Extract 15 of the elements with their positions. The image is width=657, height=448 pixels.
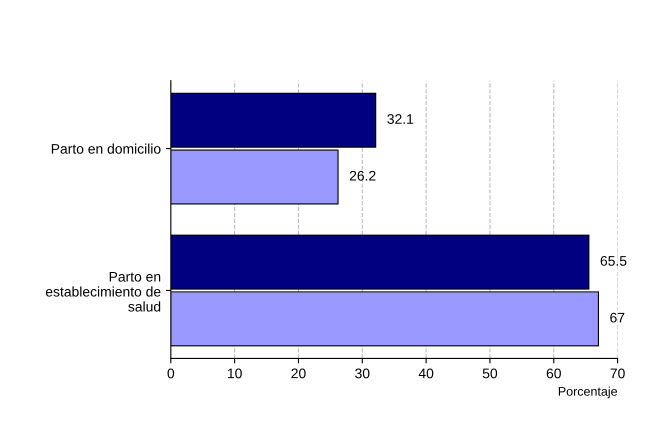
x-tick-label: 20 [291, 368, 306, 378]
x-tick-label: 70 [610, 368, 625, 378]
x-tick-label: 40 [418, 368, 434, 378]
x-tick-label: 60 [546, 368, 561, 378]
x-tick-label: 50 [482, 368, 498, 378]
y-tick-label: Parto en domicilio [52, 144, 161, 154]
x-tick-label: 10 [228, 368, 242, 378]
x-axis-title: Porcentaje [558, 386, 618, 398]
y-tick-label: Parto en establecimiento de salud [46, 272, 160, 312]
data-label: 32.1 [387, 114, 414, 124]
data-label: 65.5 [600, 256, 626, 266]
data-label: 67 [610, 312, 624, 323]
data-label: 26.2 [350, 170, 376, 181]
x-tick-label: 30 [355, 368, 370, 378]
x-tick-label: 0 [168, 368, 174, 378]
